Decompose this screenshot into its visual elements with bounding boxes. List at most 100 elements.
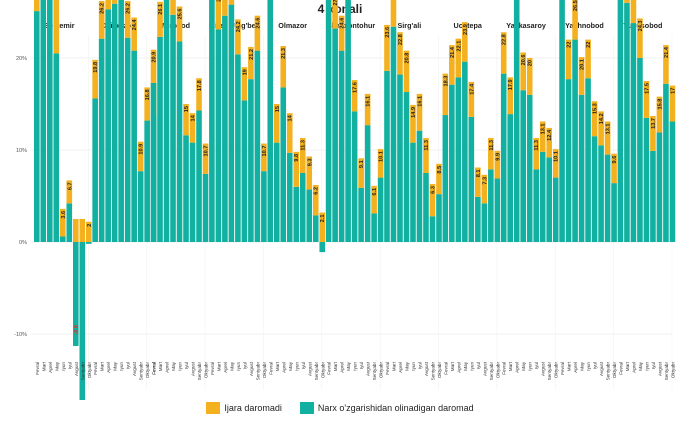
y-tick-label: 0% <box>19 240 27 246</box>
bar-rent <box>416 93 423 131</box>
panel-title: Yunusobod <box>623 21 662 30</box>
x-tick-label: Iyul <box>651 362 656 369</box>
bar-price <box>637 58 643 242</box>
bar-price <box>410 142 416 242</box>
bar-price <box>79 242 86 400</box>
bar-rent <box>170 0 176 15</box>
data-label: 9.8 <box>294 154 300 162</box>
data-label: 9.3 <box>307 158 313 166</box>
x-tick-label: Mart <box>391 361 396 371</box>
data-label: 8.1 <box>476 169 482 177</box>
data-label: 22.1 <box>456 41 462 52</box>
bar-rent <box>189 113 196 143</box>
data-label: 15.3 <box>593 103 599 114</box>
data-label: 11.3 <box>424 140 430 151</box>
x-tick-label: May <box>580 361 585 370</box>
bar-price <box>299 173 306 242</box>
bar-rent <box>591 101 598 137</box>
bar-price <box>261 171 267 242</box>
x-tick-label: Oktyabr <box>145 362 150 379</box>
x-tick-label: Iyun <box>119 362 124 371</box>
data-label: 9.6 <box>612 156 618 164</box>
bar-rent <box>124 0 131 38</box>
x-tick-label: May <box>288 361 293 370</box>
bar-rent <box>377 149 384 178</box>
x-tick-label: Aprel <box>106 362 111 373</box>
bar-price <box>520 90 527 242</box>
x-tick-label: Sentyabr <box>372 362 377 381</box>
data-label: 17 <box>670 88 676 94</box>
x-tick-label: Fevral <box>560 362 565 375</box>
panel-title: Mirzo Ulug'bek <box>209 21 260 30</box>
bar-rent <box>578 57 585 95</box>
x-tick-label: Aprel <box>573 362 578 373</box>
x-tick-label: May <box>229 361 234 370</box>
bar-rent <box>397 32 403 75</box>
x-tick-label: Avgust <box>74 361 79 376</box>
data-label: 19 <box>242 69 248 75</box>
data-label: 6.3 <box>430 186 436 194</box>
bar-rent <box>150 49 157 83</box>
bar-rent <box>183 104 189 136</box>
x-tick-label: Aprel <box>165 362 170 373</box>
x-tick-label: Avgust <box>132 361 137 376</box>
x-tick-label: Oktyabr <box>554 362 559 379</box>
bar-rent <box>286 113 293 153</box>
data-label: 24.4 <box>132 19 138 31</box>
data-label: 10.1 <box>554 151 560 162</box>
data-label: 13.1 <box>541 123 547 134</box>
data-label: 21.4 <box>664 46 670 58</box>
data-label: 6.7 <box>67 182 73 190</box>
x-tick-label: Aprel <box>515 362 520 373</box>
bar-price <box>345 0 351 242</box>
x-tick-label: Mart <box>216 361 221 371</box>
bar-rent <box>488 138 494 170</box>
x-tick-label: Mart <box>508 361 513 371</box>
panel-title: Uchtepa <box>454 21 483 30</box>
bar-rent <box>299 138 306 173</box>
x-tick-label: Avgust <box>366 361 371 376</box>
bar-price <box>403 92 410 242</box>
data-label: 20.8 <box>404 53 410 64</box>
x-tick-label: Aprel <box>48 362 53 373</box>
x-tick-label: Iyul <box>476 362 481 369</box>
bar-rent <box>254 15 261 51</box>
bar-price <box>325 0 332 242</box>
data-label: 26.1 <box>158 4 164 15</box>
x-tick-label: Avgust <box>307 361 312 376</box>
bar-price <box>86 242 92 244</box>
data-label: 15 <box>275 106 281 112</box>
x-tick-label: Aprel <box>631 362 636 373</box>
bar-rent <box>475 167 481 197</box>
bar-rent <box>572 0 578 40</box>
x-tick-label: Oktyabr <box>437 362 442 379</box>
bar-price <box>118 0 124 243</box>
bar-price <box>53 53 60 243</box>
x-tick-label: Fevral <box>210 362 215 375</box>
bar-rent <box>533 138 540 170</box>
data-label: 21.2 <box>249 49 255 60</box>
legend-item-price: Narx o'zgarishidan olinadigan daromad <box>299 402 474 414</box>
x-tick-label: Fevral <box>618 362 623 375</box>
bar-price <box>124 37 131 243</box>
x-tick-label: Fevral <box>35 362 40 375</box>
x-tick-label: Mart <box>625 361 630 371</box>
bar-price <box>202 173 209 242</box>
data-label: 27.1 <box>333 0 339 6</box>
x-tick-label: Iyul <box>359 362 364 369</box>
bar-price <box>611 183 617 242</box>
bar-price <box>436 194 442 242</box>
data-label: 26.2 <box>100 3 106 14</box>
bar-price <box>371 213 377 242</box>
bar-rent <box>319 212 326 242</box>
panel-title: Mirobod <box>162 21 190 30</box>
bar-rent <box>176 6 183 42</box>
bar-rent <box>650 115 656 151</box>
panel-title: Bektemir <box>44 21 75 30</box>
data-label: 23.9 <box>463 24 469 35</box>
y-tick-label: -10% <box>14 332 27 338</box>
data-label: 22.8 <box>502 34 508 45</box>
x-tick-label: Avgust <box>541 361 546 376</box>
bar-rent <box>196 78 202 111</box>
data-label: 17.6 <box>353 82 359 93</box>
